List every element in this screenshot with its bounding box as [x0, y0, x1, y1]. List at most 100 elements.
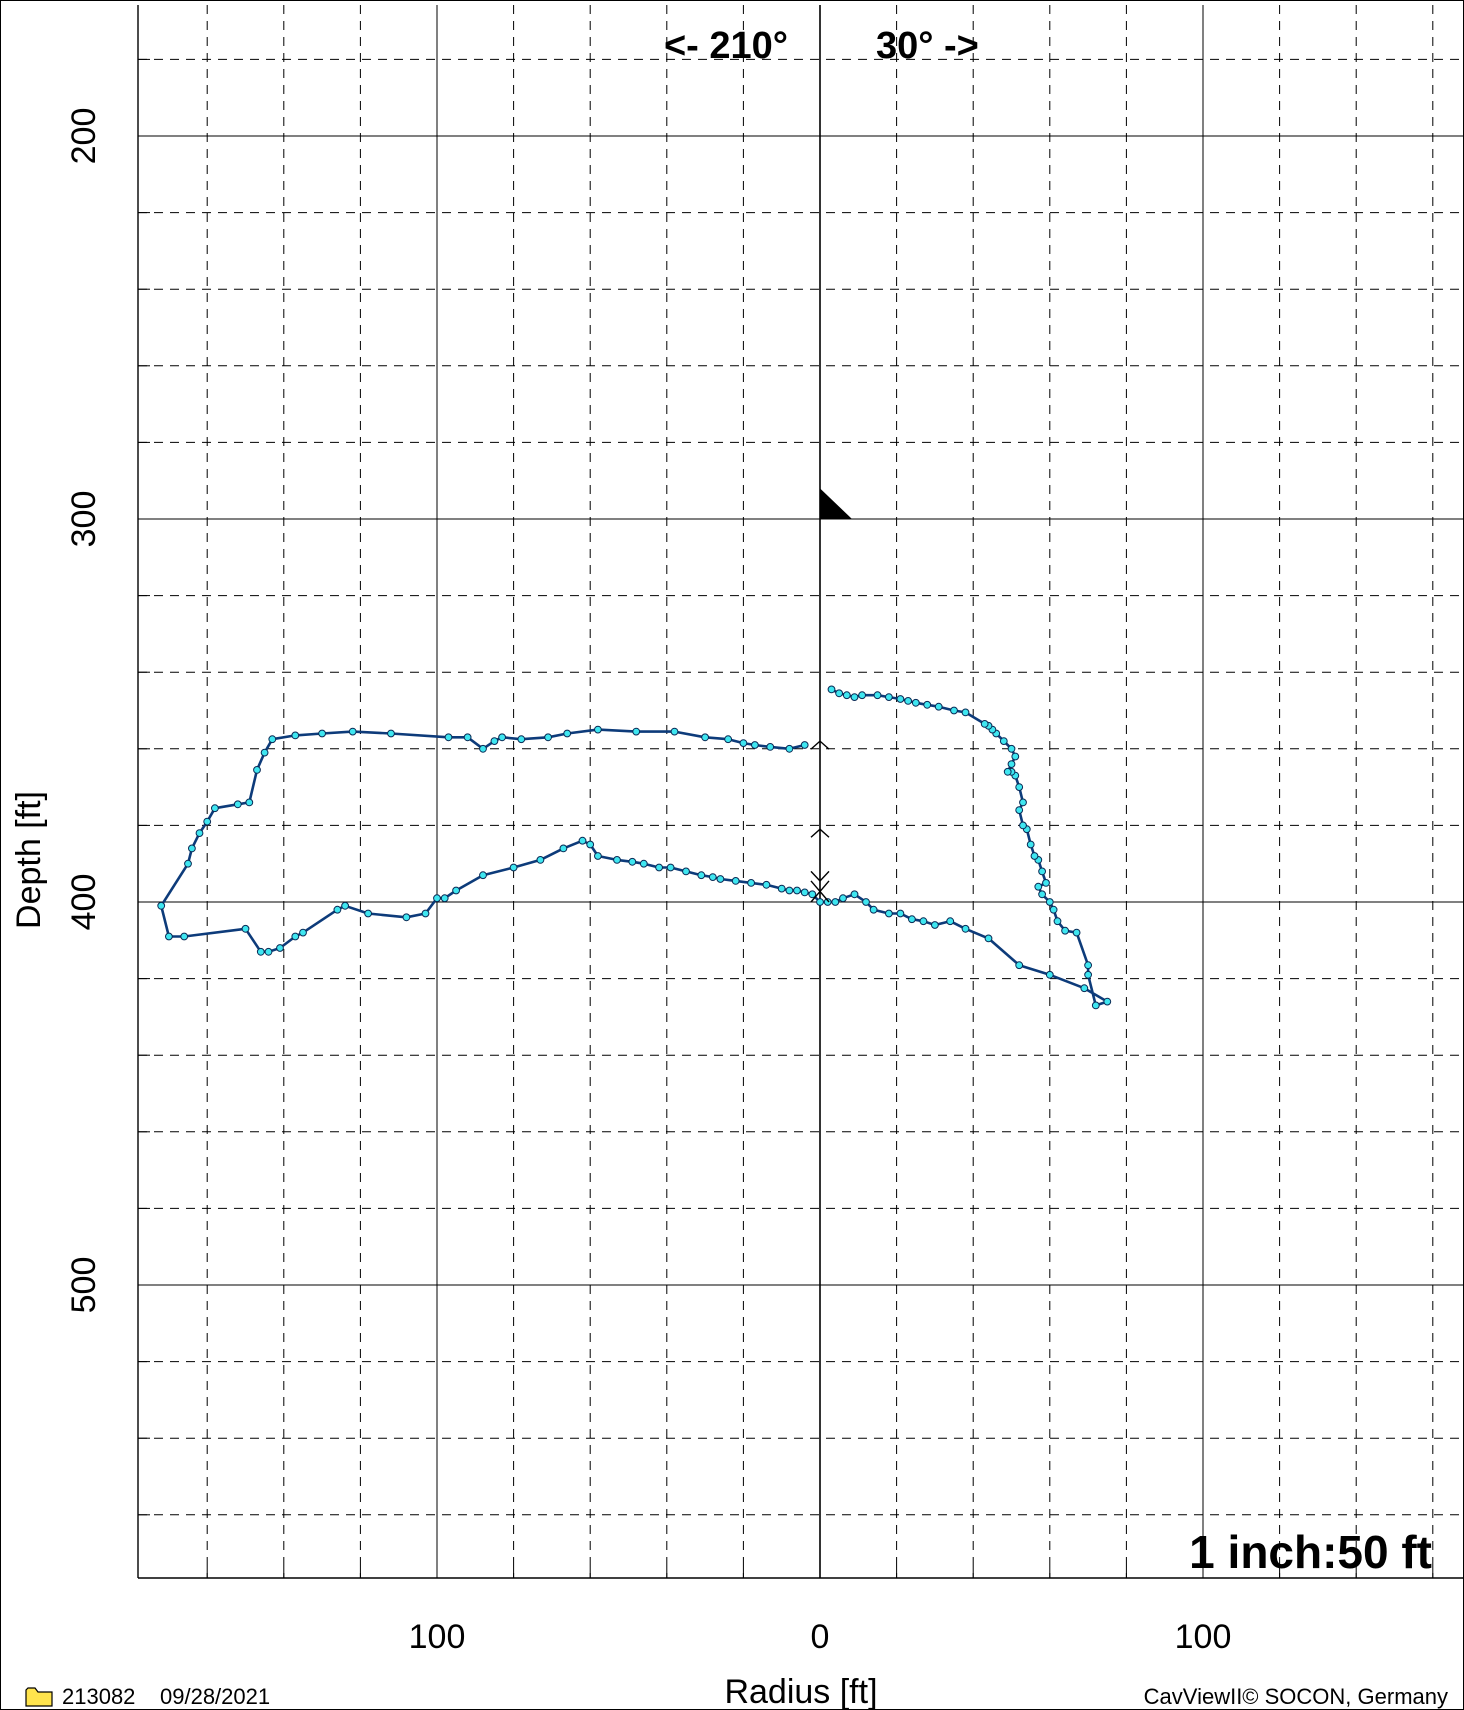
data-point: [1019, 821, 1027, 830]
data-point: [536, 856, 545, 864]
data-point: [862, 898, 870, 906]
data-point: [211, 804, 219, 813]
x-tick-label: 0: [811, 1618, 830, 1656]
data-point: [739, 739, 748, 747]
data-point: [961, 924, 970, 933]
data-point: [666, 863, 675, 872]
data-point: [731, 877, 740, 885]
data-point: [950, 706, 958, 715]
data-point: [984, 934, 993, 943]
data-point: [421, 909, 430, 918]
direction-left-label: <- 210°: [664, 25, 788, 67]
data-point: [999, 737, 1008, 745]
data-point: [858, 691, 866, 700]
y-tick-label: 200: [65, 108, 103, 165]
data-point: [1084, 970, 1092, 979]
data-point: [816, 898, 824, 906]
data-point: [682, 867, 690, 876]
data-point: [628, 857, 637, 866]
data-point: [291, 731, 300, 740]
data-point: [1045, 970, 1054, 979]
data-point: [233, 800, 242, 809]
data-point: [777, 884, 786, 893]
direction-right-label: 30° ->: [876, 25, 979, 67]
data-point: [1053, 917, 1062, 926]
data-point: [961, 708, 970, 717]
data-point: [241, 924, 250, 933]
chevron-up-icon: [810, 740, 830, 750]
y-tick-label: 500: [65, 1257, 103, 1314]
data-point: [333, 905, 342, 914]
data-point: [1084, 961, 1092, 970]
data-point: [923, 700, 932, 709]
data-point: [276, 944, 284, 952]
chevron-up-icon: [810, 828, 830, 838]
data-point: [433, 894, 441, 903]
data-point: [670, 727, 679, 736]
data-point: [701, 733, 709, 742]
data-point: [1038, 867, 1046, 876]
y-axis-label: Depth [ft]: [10, 791, 48, 929]
data-point: [873, 691, 882, 700]
footer: 213082 09/28/2021 CavViewII© SOCON, Germ…: [25, 1684, 1448, 1709]
data-point: [1003, 767, 1012, 776]
data-point: [946, 917, 955, 926]
data-point: [1061, 926, 1069, 935]
data-point: [165, 932, 173, 941]
data-point: [800, 888, 809, 897]
data-point: [188, 844, 196, 853]
data-point: [724, 735, 732, 744]
data-point: [785, 744, 794, 753]
data-point: [842, 691, 851, 700]
data-point: [594, 725, 602, 734]
data-point: [490, 737, 499, 745]
data-point: [260, 748, 269, 757]
data-point: [896, 909, 905, 918]
copyright-text: CavViewII© SOCON, Germany: [1144, 1684, 1448, 1709]
data-point: [578, 836, 587, 845]
data-point: [885, 693, 893, 701]
data-point: [850, 890, 859, 899]
file-date: 09/28/2021: [160, 1684, 270, 1709]
data-point: [268, 735, 277, 744]
data-point: [1072, 928, 1081, 937]
data-point: [1049, 905, 1058, 914]
data-point: [896, 695, 905, 703]
data-point: [1026, 840, 1035, 849]
data-point: [1015, 806, 1024, 814]
data-point: [559, 844, 568, 853]
data-point: [452, 886, 461, 895]
axes: 100 0 100 200 300 400 500: [65, 5, 1464, 1656]
data-point: [544, 733, 552, 742]
data-point: [463, 733, 472, 742]
data-point: [1091, 1001, 1100, 1010]
data-point: [904, 697, 912, 705]
data-point: [364, 909, 373, 918]
data-point: [1038, 890, 1046, 899]
data-point: [1015, 961, 1024, 970]
data-point: [911, 698, 920, 707]
data-point: [766, 743, 775, 751]
x-axis-label: Radius [ft]: [724, 1673, 877, 1710]
data-point: [157, 901, 166, 910]
data-point: [341, 901, 350, 910]
data-point: [655, 863, 663, 872]
data-point: [291, 932, 300, 941]
data-point: [184, 859, 192, 868]
center-markers: [810, 740, 830, 903]
data-point: [498, 733, 507, 742]
data-point: [348, 727, 357, 736]
data-point: [387, 729, 395, 738]
data-point: [299, 928, 307, 937]
data-point: [318, 729, 327, 738]
data-point: [708, 873, 717, 881]
data-point: [1034, 882, 1043, 891]
data-point: [613, 856, 621, 864]
data-point: [869, 905, 878, 914]
data-point: [751, 741, 759, 749]
data-point: [195, 829, 204, 837]
data-point: [697, 871, 706, 880]
data-point: [256, 947, 265, 956]
data-point: [1011, 752, 1020, 761]
data-point: [808, 890, 817, 899]
